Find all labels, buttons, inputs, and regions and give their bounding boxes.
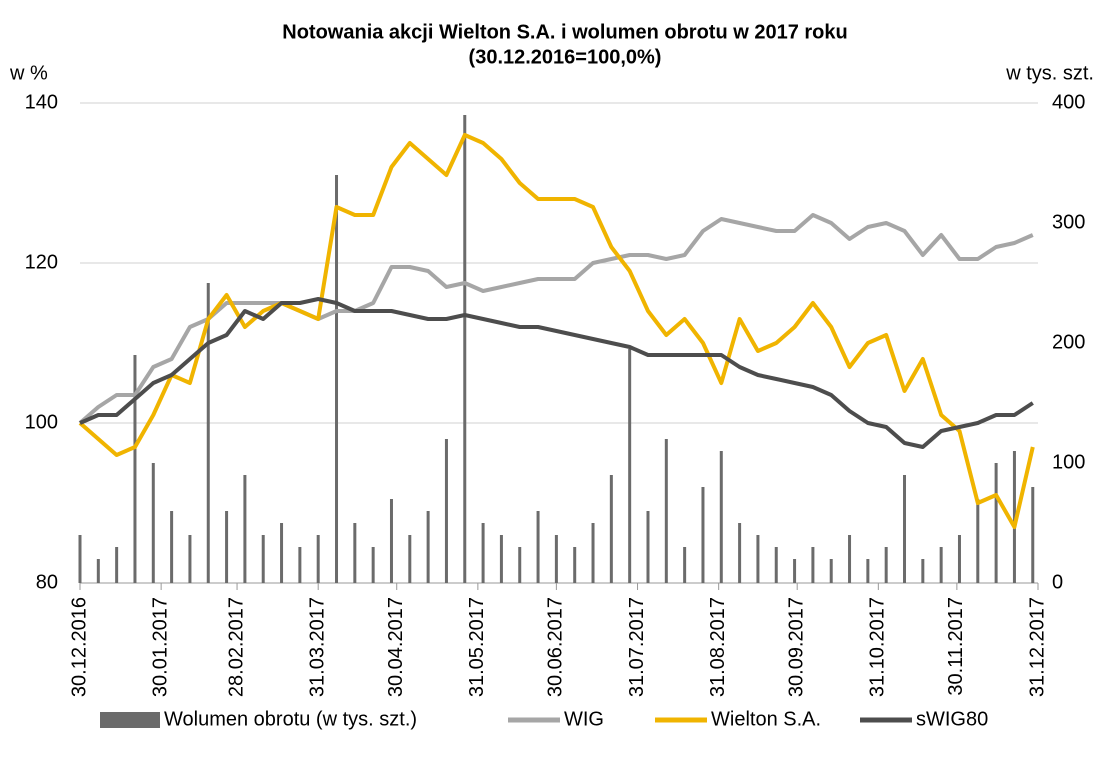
volume-bar [151,463,155,583]
x-tick-label: 30.01.2017 [149,597,171,697]
x-tick-label: 30.11.2017 [945,597,967,696]
volume-bar [371,547,375,583]
chart-title: Notowania akcji Wielton S.A. i wolumen o… [282,21,847,43]
volume-bar [463,115,467,583]
y-tick-label: 120 [25,251,58,273]
legend-swatch [100,712,160,728]
volume-bar [225,511,229,583]
x-tick-label: 31.07.2017 [626,597,648,697]
y2-tick-label: 400 [1052,91,1085,113]
volume-bar [921,559,925,583]
x-tick-label: 30.06.2017 [545,597,567,697]
y-tick-label: 80 [36,571,58,593]
volume-bar [738,523,742,583]
volume-bar [683,547,687,583]
volume-bar [78,535,82,583]
volume-bar [335,175,339,583]
x-tick-label: 30.04.2017 [385,597,407,697]
volume-bar [848,535,852,583]
volume-bar [573,547,577,583]
volume-bar [261,535,265,583]
volume-bar [884,547,888,583]
volume-bar [793,559,797,583]
chart-subtitle: (30.12.2016=100,0%) [469,46,662,68]
volume-bar [1031,487,1035,583]
volume-bar [170,511,174,583]
volume-bar [976,499,980,583]
volume-bar [591,523,595,583]
volume-bar [664,439,668,583]
volume-bar [243,475,247,583]
legend-label: WIG [564,708,604,730]
x-tick-label: 31.08.2017 [707,597,729,697]
volume-bar [866,559,870,583]
volume-bar [499,535,503,583]
x-tick-label: 31.05.2017 [466,597,488,697]
volume-bar [298,547,302,583]
volume-bar [701,487,705,583]
volume-bar [481,523,485,583]
volume-bar [426,511,430,583]
volume-bar [719,451,723,583]
volume-bar [774,547,778,583]
y-axis-title: w % [9,62,48,84]
x-tick-label: 28.02.2017 [225,597,247,697]
x-tick-label: 30.12.2016 [68,597,90,697]
volume-bar [829,559,833,583]
volume-bar [408,535,412,583]
volume-bar [280,523,284,583]
volume-bar [115,547,119,583]
volume-bar [444,439,448,583]
y2-tick-label: 100 [1052,451,1085,473]
volume-bar [646,511,650,583]
volume-bar [811,547,815,583]
legend-label: Wielton S.A. [711,708,821,730]
legend-label: Wolumen obrotu (w tys. szt.) [164,708,417,730]
volume-bar [939,547,943,583]
volume-bar [389,499,393,583]
volume-bar [994,463,998,583]
volume-bar [133,355,137,583]
volume-bar [353,523,357,583]
x-tick-label: 31.03.2017 [306,597,328,697]
y-tick-label: 100 [25,411,58,433]
volume-bar [1012,451,1016,583]
volume-bar [609,475,613,583]
x-tick-label: 30.09.2017 [785,597,807,697]
x-tick-label: 31.12.2017 [1026,597,1048,697]
legend-label: sWIG80 [916,708,988,730]
y2-axis-title: w tys. szt. [1005,62,1094,84]
volume-bar [957,535,961,583]
y2-tick-label: 200 [1052,331,1085,353]
volume-bar [518,547,522,583]
volume-bar [554,535,558,583]
volume-bar [536,511,540,583]
series-line [79,297,1034,449]
y-tick-label: 140 [25,91,58,113]
y2-tick-label: 0 [1052,571,1063,593]
volume-bar [96,559,100,583]
volume-bar [756,535,760,583]
volume-bar [316,535,320,583]
volume-bar [206,283,210,583]
volume-bar [628,349,632,583]
x-tick-label: 31.10.2017 [867,597,889,697]
series-line [78,213,1034,425]
volume-bar [188,535,192,583]
volume-bar [903,475,907,583]
y2-tick-label: 300 [1052,211,1085,233]
